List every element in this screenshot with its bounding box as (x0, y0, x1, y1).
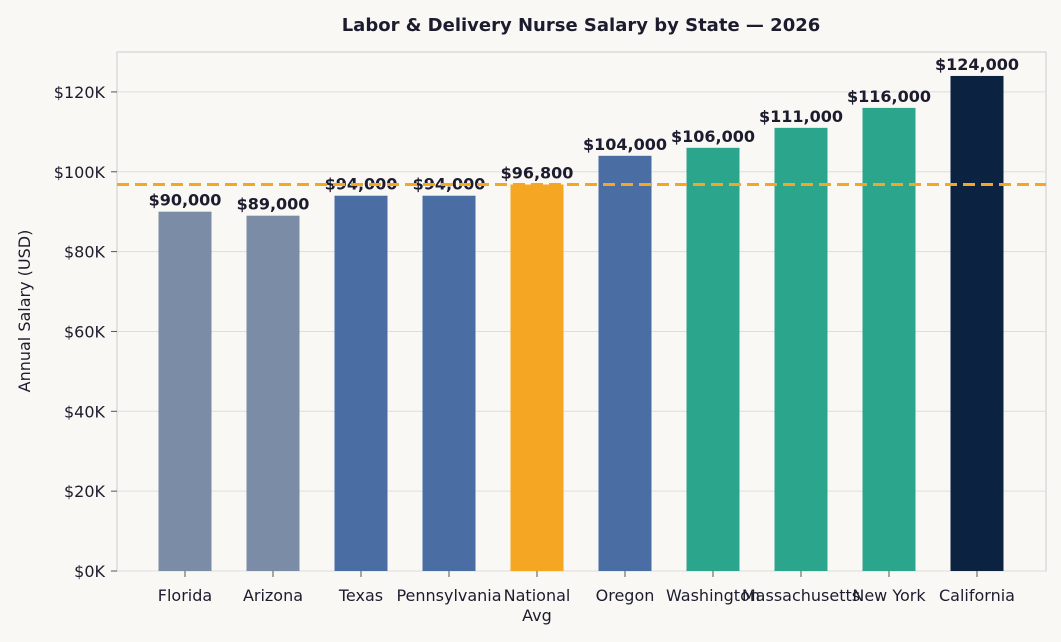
bar-value-label: $106,000 (671, 127, 755, 146)
y-axis: $0K $20K $40K $60K $80K $100K $120K (54, 83, 117, 581)
bar-value-label: $96,800 (501, 164, 574, 183)
bar-value-label: $104,000 (583, 135, 667, 154)
bar-value-label: $116,000 (847, 87, 931, 106)
bar (510, 184, 564, 571)
x-tick-label: Pennsylvania (396, 586, 501, 605)
bar (246, 215, 300, 571)
x-tick-label: Texas (338, 586, 383, 605)
bar (158, 211, 212, 571)
bar (862, 107, 916, 572)
x-tick-label: Oregon (596, 586, 655, 605)
y-tick-label: $120K (54, 83, 106, 102)
x-tick-label: National Avg (504, 586, 571, 625)
chart-title: Labor & Delivery Nurse Salary by State —… (342, 15, 821, 36)
x-tick-label: Washington (666, 586, 760, 605)
x-tick-label: Arizona (243, 586, 303, 605)
bar-value-label: $89,000 (237, 195, 310, 214)
bar-value-label: $111,000 (759, 107, 843, 126)
y-tick-label: $60K (64, 322, 106, 341)
y-tick-label: $20K (64, 482, 106, 501)
bar (422, 195, 476, 571)
bar (686, 147, 740, 572)
x-tick-label: Massachusetts (742, 586, 860, 605)
x-tick-label: California (939, 586, 1015, 605)
y-axis-label: Annual Salary (USD) (15, 230, 34, 393)
y-tick-label: $40K (64, 402, 106, 421)
bar (598, 155, 652, 572)
x-axis: Florida Arizona Texas Pennsylvania National A… (158, 571, 1015, 625)
y-tick-label: $80K (64, 243, 106, 262)
y-tick-label: $0K (74, 562, 105, 581)
x-tick-label: New York (852, 586, 926, 605)
bar (774, 127, 828, 571)
bar-value-label: $90,000 (149, 191, 222, 210)
y-tick-label: $100K (54, 163, 106, 182)
bar (334, 195, 388, 571)
x-tick-label: Florida (158, 586, 212, 605)
bars: $90,000 $89,000$94,000 $94,000$96,800$104,… (149, 55, 1019, 572)
bar-value-label: $124,000 (935, 55, 1019, 74)
bar (950, 75, 1004, 571)
